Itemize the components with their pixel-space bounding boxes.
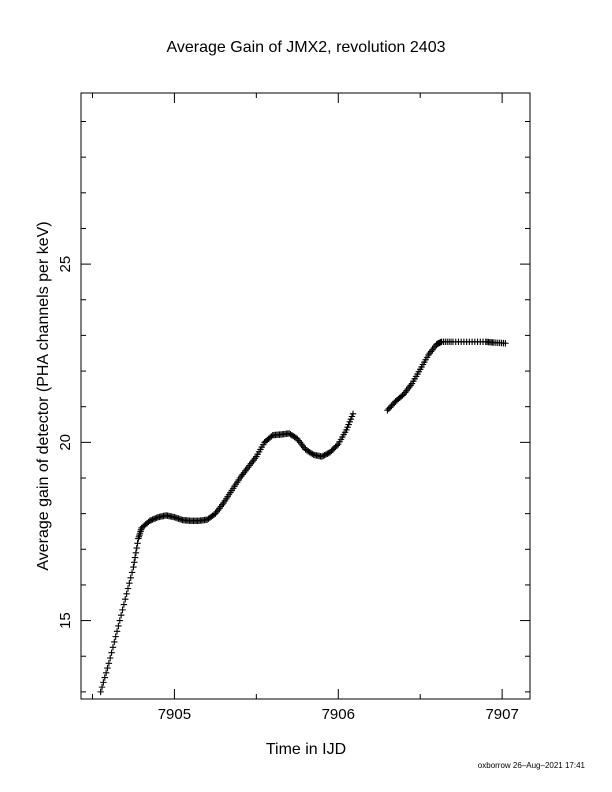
data-point (146, 517, 154, 524)
data-point (98, 683, 106, 691)
data-point (329, 446, 337, 453)
data-point (122, 595, 129, 603)
data-point (388, 402, 395, 410)
x-tick-label: 7907 (485, 706, 518, 723)
data-point (385, 405, 392, 412)
data-point (384, 407, 391, 414)
data-point (134, 540, 141, 547)
data-point (120, 601, 128, 608)
chart-title: Average Gain of JMX2, revolution 2403 (167, 39, 446, 56)
data-point (104, 664, 111, 672)
data-point (502, 340, 509, 347)
y-tick-label: 15 (57, 612, 74, 629)
x-tick-label: 7905 (158, 706, 191, 723)
data-point (102, 669, 110, 677)
footer-credit: oxborrow 26–Aug–2021 17:41 (478, 761, 586, 770)
data-point (386, 404, 394, 411)
x-axis-label: Time in IJD (266, 741, 346, 758)
data-point (130, 563, 137, 571)
data-point (324, 450, 331, 457)
data-point (321, 451, 328, 459)
data-point (131, 554, 139, 561)
data-point (116, 617, 123, 624)
data-point (153, 514, 160, 521)
plot-frame (80, 92, 531, 700)
data-point (150, 515, 158, 523)
data-point (328, 447, 335, 455)
data-point (132, 549, 140, 557)
y-tick-label: 25 (57, 256, 74, 273)
tick-labels: 7905 7906 7907 15 20 25 (57, 256, 519, 723)
data-point (349, 410, 357, 418)
data-point (333, 442, 341, 449)
data-point (123, 590, 130, 598)
data-point (149, 516, 156, 523)
data-point (133, 544, 140, 552)
axis-ticks (81, 93, 530, 699)
data-point (330, 445, 338, 452)
data-point (152, 515, 159, 522)
data-points (97, 338, 509, 696)
data-point (127, 574, 134, 581)
data-point (131, 559, 138, 566)
data-point (113, 628, 121, 635)
data-point (124, 585, 132, 592)
data-point (100, 679, 107, 686)
data-point (105, 660, 113, 667)
data-point (147, 516, 155, 524)
data-point (107, 654, 114, 662)
data-point (108, 649, 115, 656)
x-tick-label: 7906 (322, 706, 355, 723)
data-point (322, 451, 330, 458)
data-point (210, 511, 218, 518)
data-point (320, 452, 327, 460)
data-point (309, 450, 316, 458)
data-point (109, 644, 117, 651)
data-point (318, 453, 326, 460)
data-point (128, 569, 136, 576)
data-point (117, 612, 125, 619)
data-point (111, 638, 118, 646)
data-point (268, 433, 275, 440)
y-tick-label: 20 (57, 434, 74, 451)
data-point (399, 392, 406, 399)
data-point (112, 633, 119, 640)
data-point (332, 443, 339, 451)
data-point (326, 449, 334, 456)
data-point (101, 674, 108, 681)
data-point (126, 579, 133, 587)
data-point (97, 688, 104, 696)
y-axis-label: Average gain of detector (PHA channels p… (35, 221, 52, 570)
data-point (389, 401, 397, 408)
data-point (119, 606, 126, 614)
data-point (115, 622, 122, 630)
